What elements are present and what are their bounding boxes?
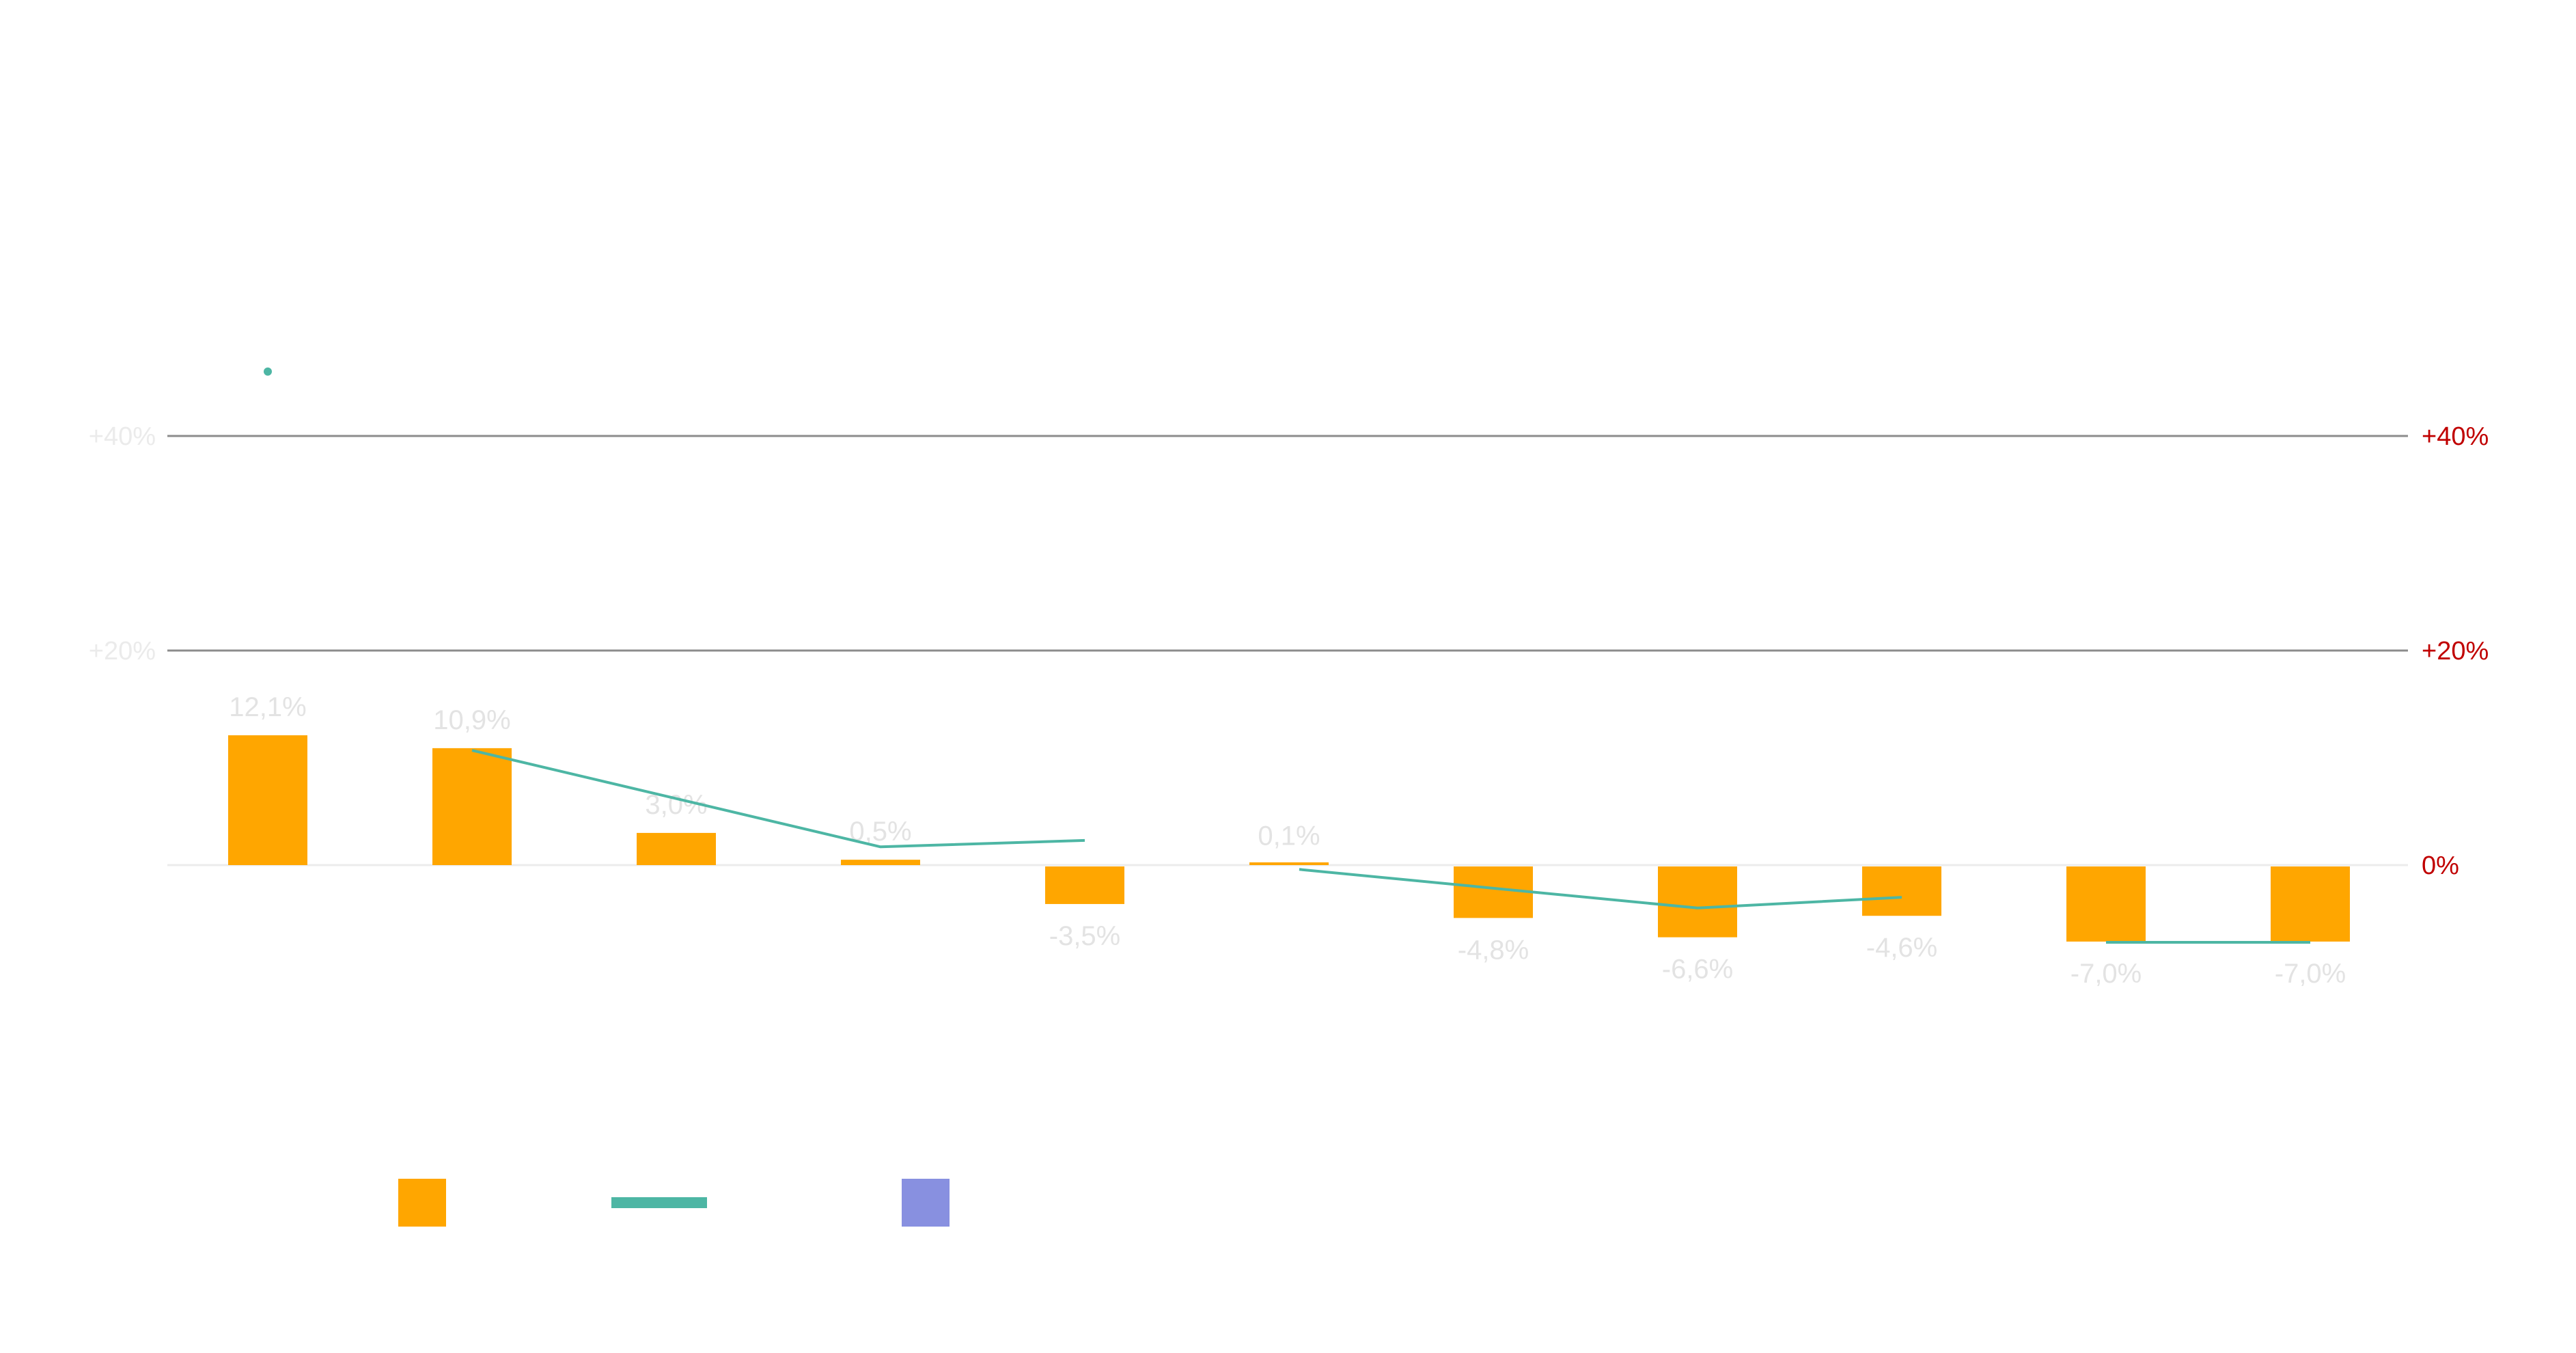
bar (228, 735, 307, 865)
bar-data-label: -4,6% (1866, 933, 1938, 963)
bar (2271, 866, 2350, 942)
legend-line-swatch (611, 1197, 707, 1208)
bar (2066, 866, 2146, 942)
bar (637, 832, 716, 865)
bar-data-label: 12,1% (229, 692, 306, 722)
right-axis-tick-label: 0% (2422, 851, 2459, 880)
bar (1249, 862, 1329, 865)
legend-swatch (902, 1179, 950, 1227)
bar (1862, 866, 1941, 916)
bar (1045, 866, 1124, 904)
bar-data-label: -4,8% (1458, 935, 1529, 965)
left-axis-tick-label: +20% (89, 637, 156, 666)
bar (841, 860, 920, 865)
bar-data-label: -7,0% (2275, 959, 2346, 989)
bar (1454, 866, 1533, 918)
right-axis-tick-label: +20% (2422, 637, 2489, 666)
marker-point (264, 367, 272, 376)
bar-data-label: -6,6% (1662, 955, 1734, 985)
bar-data-label: -3,5% (1049, 921, 1121, 951)
bar (1658, 866, 1737, 938)
left-axis-tick-label: +40% (89, 422, 156, 451)
right-axis-tick-label: +40% (2422, 422, 2489, 451)
legend-swatch (398, 1179, 446, 1227)
bar-data-label: -7,0% (2071, 959, 2142, 989)
bar-data-label: 10,9% (433, 705, 510, 735)
line-series-segment (1299, 868, 1902, 910)
line-series-segment (471, 749, 1085, 849)
bar (432, 748, 512, 865)
bar-data-label: 0,1% (1258, 821, 1320, 851)
